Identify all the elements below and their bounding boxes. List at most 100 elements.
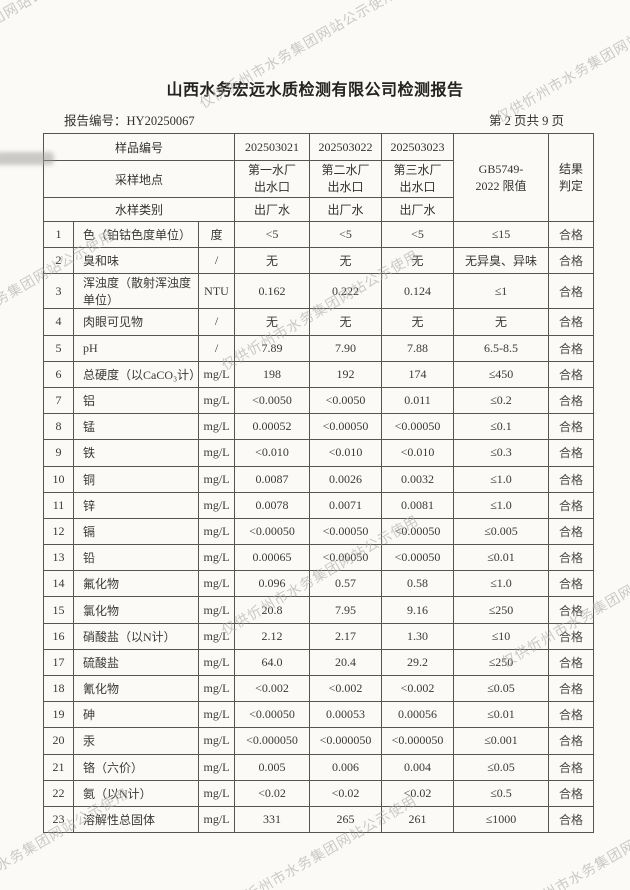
sample2-location: 第二水厂 出水口: [309, 160, 382, 198]
sample1-value: <0.00050: [234, 517, 310, 546]
unit-value: 度: [198, 220, 235, 249]
sample2-value: <0.0050: [309, 386, 382, 415]
sample3-value: 9.16: [381, 596, 454, 624]
sample2-value: <0.00050: [309, 517, 382, 546]
table-row: 1 色（铂钴色度单位） 度 <5 <5 <5 ≤15 合格: [43, 220, 594, 249]
report-number-value: HY20250067: [126, 114, 195, 128]
result-value: 合格: [548, 596, 594, 624]
sample3-value: <0.02: [381, 779, 454, 807]
sample1-value: 7.89: [234, 334, 310, 362]
sample1-value: <0.02: [234, 779, 310, 807]
limit-value: ≤0.5: [453, 779, 549, 807]
sample1-value: 20.8: [234, 596, 310, 624]
parameter-name: 总硬度（以CaCO₃计）: [73, 360, 199, 388]
sample-id-label: 样品编号: [43, 133, 235, 161]
sample3-value: 1.30: [381, 622, 454, 650]
sample1-value: 0.0087: [234, 465, 310, 493]
parameter-name: 溶解性总固体: [73, 805, 199, 834]
row-number: 16: [43, 622, 74, 650]
sample1-value: 0.00052: [234, 413, 310, 441]
sample1-value: <0.00050: [234, 701, 310, 729]
sample3-value: 0.0032: [381, 465, 454, 493]
sample2-value: 0.222: [309, 273, 382, 310]
sample3-value: 174: [381, 360, 454, 388]
report-number-label: 报告编号：: [64, 114, 127, 128]
limit-value: ≤0.001: [453, 727, 549, 755]
sample2-id: 202503022: [309, 133, 382, 161]
sample2-value: 0.57: [309, 570, 382, 598]
table-row: 7 铝 mg/L <0.0050 <0.0050 0.011 ≤0.2 合格: [43, 386, 594, 415]
row-number: 11: [43, 491, 74, 519]
parameter-name: 色（铂钴色度单位）: [73, 220, 199, 249]
unit-value: mg/L: [198, 727, 235, 755]
sample3-value: 无: [381, 308, 454, 336]
row-number: 6: [43, 360, 74, 388]
unit-value: mg/L: [198, 439, 235, 467]
sample2-value: 265: [309, 805, 382, 834]
unit-value: mg/L: [198, 413, 235, 441]
row-number: 1: [43, 220, 74, 249]
parameter-name: 铅: [73, 544, 199, 572]
unit-value: mg/L: [198, 386, 235, 415]
results-table-body: 1 色（铂钴色度单位） 度 <5 <5 <5 ≤15 合格 2 臭和味 / 无 …: [43, 220, 594, 834]
sample2-value: <0.00050: [309, 544, 382, 572]
sample1-value: 无: [234, 308, 310, 336]
sample2-value: 192: [309, 360, 382, 388]
table-row: 16 硝酸盐（以N计） mg/L 2.12 2.17 1.30 ≤10 合格: [43, 622, 594, 650]
sample3-value: 0.011: [381, 386, 454, 415]
sample2-value: <5: [309, 220, 382, 249]
table-row: 22 氨（以N计） mg/L <0.02 <0.02 <0.02 ≤0.5 合格: [43, 779, 594, 807]
result-value: 合格: [548, 570, 594, 598]
row-number: 21: [43, 753, 74, 781]
parameter-name: 臭和味: [73, 247, 199, 275]
sample3-value: <0.002: [381, 674, 454, 703]
sample3-value: 7.88: [381, 334, 454, 362]
row-number: 19: [43, 701, 74, 729]
unit-value: mg/L: [198, 360, 235, 388]
sample3-location: 第三水厂 出水口: [381, 160, 454, 198]
limit-value: ≤1000: [453, 805, 549, 834]
sample3-value: 0.0081: [381, 491, 454, 519]
result-value: 合格: [548, 386, 594, 415]
result-column-header: 结果 判定: [548, 133, 594, 222]
limit-value: ≤1: [453, 273, 549, 310]
sample2-value: <0.010: [309, 439, 382, 467]
sample3-value: 0.58: [381, 570, 454, 598]
water-type-label: 水样类别: [43, 197, 235, 222]
sample1-value: 0.0078: [234, 491, 310, 519]
parameter-name: 氟化物: [73, 570, 199, 598]
sample2-value: <0.000050: [309, 727, 382, 755]
result-value: 合格: [548, 273, 594, 310]
table-row: 4 肉眼可见物 / 无 无 无 无 合格: [43, 308, 594, 336]
row-number: 22: [43, 779, 74, 807]
row-number: 23: [43, 805, 74, 834]
sample2-value: 20.4: [309, 648, 382, 677]
result-value: 合格: [548, 220, 594, 249]
limit-value: ≤1.0: [453, 570, 549, 598]
parameter-name: 肉眼可见物: [73, 308, 199, 336]
limit-value: ≤250: [453, 648, 549, 677]
sample1-value: <0.0050: [234, 386, 310, 415]
limit-value: ≤250: [453, 596, 549, 624]
unit-value: NTU: [198, 273, 235, 310]
sample3-value: <0.00050: [381, 544, 454, 572]
unit-value: mg/L: [198, 596, 235, 624]
limit-value: ≤0.005: [453, 517, 549, 546]
sample3-type: 出厂水: [381, 197, 454, 222]
unit-value: mg/L: [198, 805, 235, 834]
parameter-name: 氰化物: [73, 674, 199, 703]
unit-value: mg/L: [198, 622, 235, 650]
table-row: 6 总硬度（以CaCO₃计） mg/L 198 192 174 ≤450 合格: [43, 360, 594, 388]
table-row: 9 铁 mg/L <0.010 <0.010 <0.010 ≤0.3 合格: [43, 439, 594, 467]
result-value: 合格: [548, 622, 594, 650]
unit-value: mg/L: [198, 674, 235, 703]
sample1-value: <0.010: [234, 439, 310, 467]
table-row: 19 砷 mg/L <0.00050 0.00053 0.00056 ≤0.01…: [43, 701, 594, 729]
unit-value: /: [198, 334, 235, 362]
row-number: 2: [43, 247, 74, 275]
row-number: 3: [43, 273, 74, 310]
table-row: 5 pH / 7.89 7.90 7.88 6.5-8.5 合格: [43, 334, 594, 362]
unit-value: mg/L: [198, 491, 235, 519]
sample1-value: 0.00065: [234, 544, 310, 572]
watermark-text: 仅供忻州市水务集团网站公示使用: [493, 0, 630, 126]
